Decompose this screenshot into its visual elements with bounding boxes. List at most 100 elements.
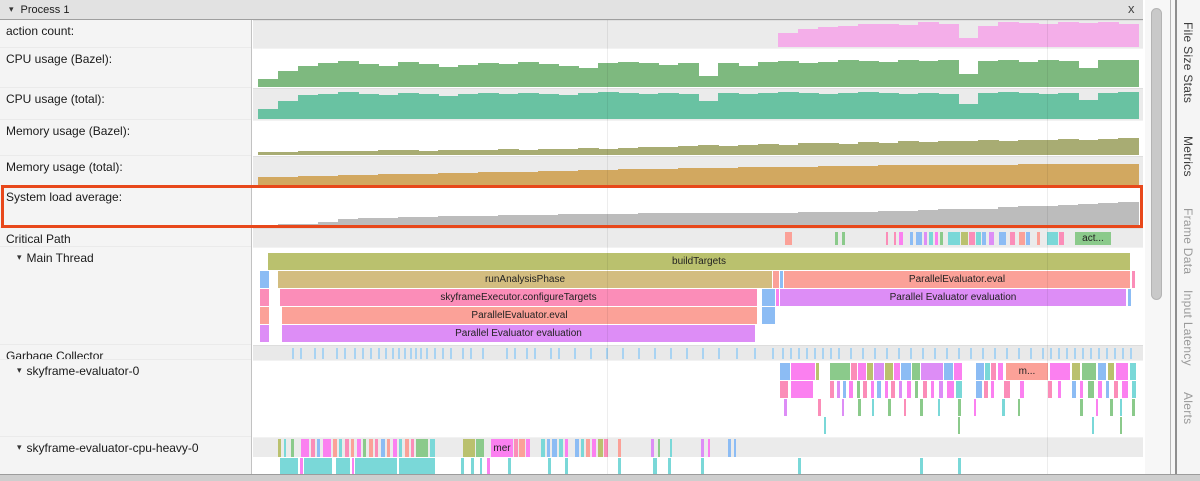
slice[interactable] [858, 399, 861, 416]
slice[interactable] [912, 363, 920, 380]
slice[interactable] [260, 289, 269, 306]
slice[interactable] [416, 439, 428, 457]
slice-mer[interactable]: mer [491, 439, 513, 457]
slice[interactable] [1130, 363, 1136, 380]
slice[interactable] [260, 325, 269, 342]
slice[interactable] [835, 232, 838, 245]
slice[interactable] [762, 289, 775, 306]
slice[interactable] [916, 232, 922, 245]
tab-frame-data[interactable]: Frame Data [1181, 208, 1195, 275]
slice[interactable] [976, 232, 981, 245]
track-skyframe-evaluator-cpu-heavy-0[interactable]: mer [253, 437, 1143, 476]
slice[interactable] [1120, 399, 1122, 416]
slice[interactable] [982, 232, 986, 245]
slice[interactable] [849, 381, 853, 398]
slice[interactable] [1026, 232, 1030, 245]
tab-alerts[interactable]: Alerts [1181, 392, 1195, 425]
slice[interactable] [586, 439, 590, 457]
slice[interactable] [411, 439, 414, 457]
slice[interactable] [1088, 381, 1094, 398]
slice[interactable] [920, 399, 923, 416]
slice[interactable] [708, 439, 710, 457]
slice[interactable] [974, 399, 976, 416]
slice[interactable] [858, 363, 866, 380]
slice[interactable] [948, 232, 960, 245]
slice[interactable] [894, 363, 900, 380]
slice[interactable] [780, 381, 788, 398]
slice[interactable] [336, 458, 350, 476]
slice[interactable] [1120, 417, 1122, 434]
slice[interactable] [857, 381, 860, 398]
slice[interactable] [776, 289, 779, 306]
slice[interactable] [519, 439, 525, 457]
vertical-scrollbar-thumb[interactable] [1151, 8, 1162, 300]
slice[interactable] [1106, 381, 1109, 398]
slice[interactable] [352, 458, 354, 476]
slice[interactable] [991, 381, 994, 398]
slice[interactable] [842, 399, 844, 416]
track-main-thread[interactable]: buildTargets runAnalysisPhase ParallelEval… [253, 247, 1143, 345]
slice[interactable] [1080, 399, 1083, 416]
slice[interactable] [798, 458, 801, 476]
slice[interactable] [323, 439, 331, 457]
slice-parallel-evaluator-evaluation[interactable]: Parallel Evaluator evaluation [282, 325, 755, 342]
slice[interactable] [920, 458, 923, 476]
slice[interactable] [891, 381, 895, 398]
slice[interactable] [393, 439, 397, 457]
slice[interactable] [618, 458, 621, 476]
slice[interactable] [1047, 232, 1058, 245]
slice[interactable] [430, 439, 435, 457]
slice[interactable] [1128, 289, 1131, 306]
slice[interactable] [1037, 232, 1040, 245]
slice[interactable] [872, 399, 874, 416]
track-action-count[interactable] [253, 20, 1143, 48]
slice[interactable] [863, 381, 867, 398]
slice[interactable] [998, 363, 1003, 380]
slice[interactable] [301, 439, 309, 457]
slice[interactable] [1096, 399, 1098, 416]
slice[interactable] [280, 458, 298, 476]
slice[interactable] [999, 232, 1006, 245]
slice[interactable] [1058, 381, 1061, 398]
slice[interactable] [1132, 271, 1135, 288]
slice[interactable] [954, 363, 962, 380]
slice[interactable] [780, 363, 790, 380]
slice[interactable] [463, 439, 475, 457]
track-cpu-usage-bazel[interactable] [253, 48, 1143, 88]
slice[interactable] [1059, 232, 1064, 245]
horizontal-scrollbar[interactable] [0, 474, 1200, 481]
slice[interactable] [604, 439, 608, 457]
slice[interactable] [598, 439, 603, 457]
track-skyframe-evaluator-0[interactable]: m... [253, 360, 1143, 437]
slice[interactable] [780, 271, 783, 288]
slice[interactable] [929, 232, 933, 245]
track-label-main-thread[interactable]: ▾ Main Thread [0, 247, 251, 345]
slice[interactable] [842, 232, 845, 245]
slice[interactable] [1082, 363, 1096, 380]
slice[interactable] [989, 232, 994, 245]
slice[interactable] [791, 381, 813, 398]
slice[interactable] [888, 399, 891, 416]
slice[interactable] [1092, 417, 1094, 434]
slice[interactable] [1132, 381, 1136, 398]
slice[interactable] [559, 439, 563, 457]
slice[interactable] [921, 363, 943, 380]
slice[interactable] [565, 458, 568, 476]
track-system-load-average[interactable] [253, 186, 1143, 228]
slice[interactable] [818, 399, 821, 416]
slice[interactable] [877, 381, 881, 398]
slice[interactable] [291, 439, 294, 457]
slice[interactable] [658, 439, 660, 457]
track-cpu-usage-total[interactable] [253, 88, 1143, 120]
slice[interactable] [387, 439, 390, 457]
slice[interactable] [333, 439, 337, 457]
slice[interactable] [923, 381, 927, 398]
slice[interactable] [339, 439, 342, 457]
slice[interactable] [830, 363, 850, 380]
slice[interactable] [300, 458, 303, 476]
slice[interactable] [762, 307, 775, 324]
slice-act[interactable]: act... [1075, 232, 1111, 245]
track-label-skyframe-evaluator-cpu-heavy-0[interactable]: ▾ skyframe-evaluator-cpu-heavy-0 [0, 437, 251, 475]
slice[interactable] [939, 381, 943, 398]
close-icon[interactable]: x [1128, 1, 1135, 16]
